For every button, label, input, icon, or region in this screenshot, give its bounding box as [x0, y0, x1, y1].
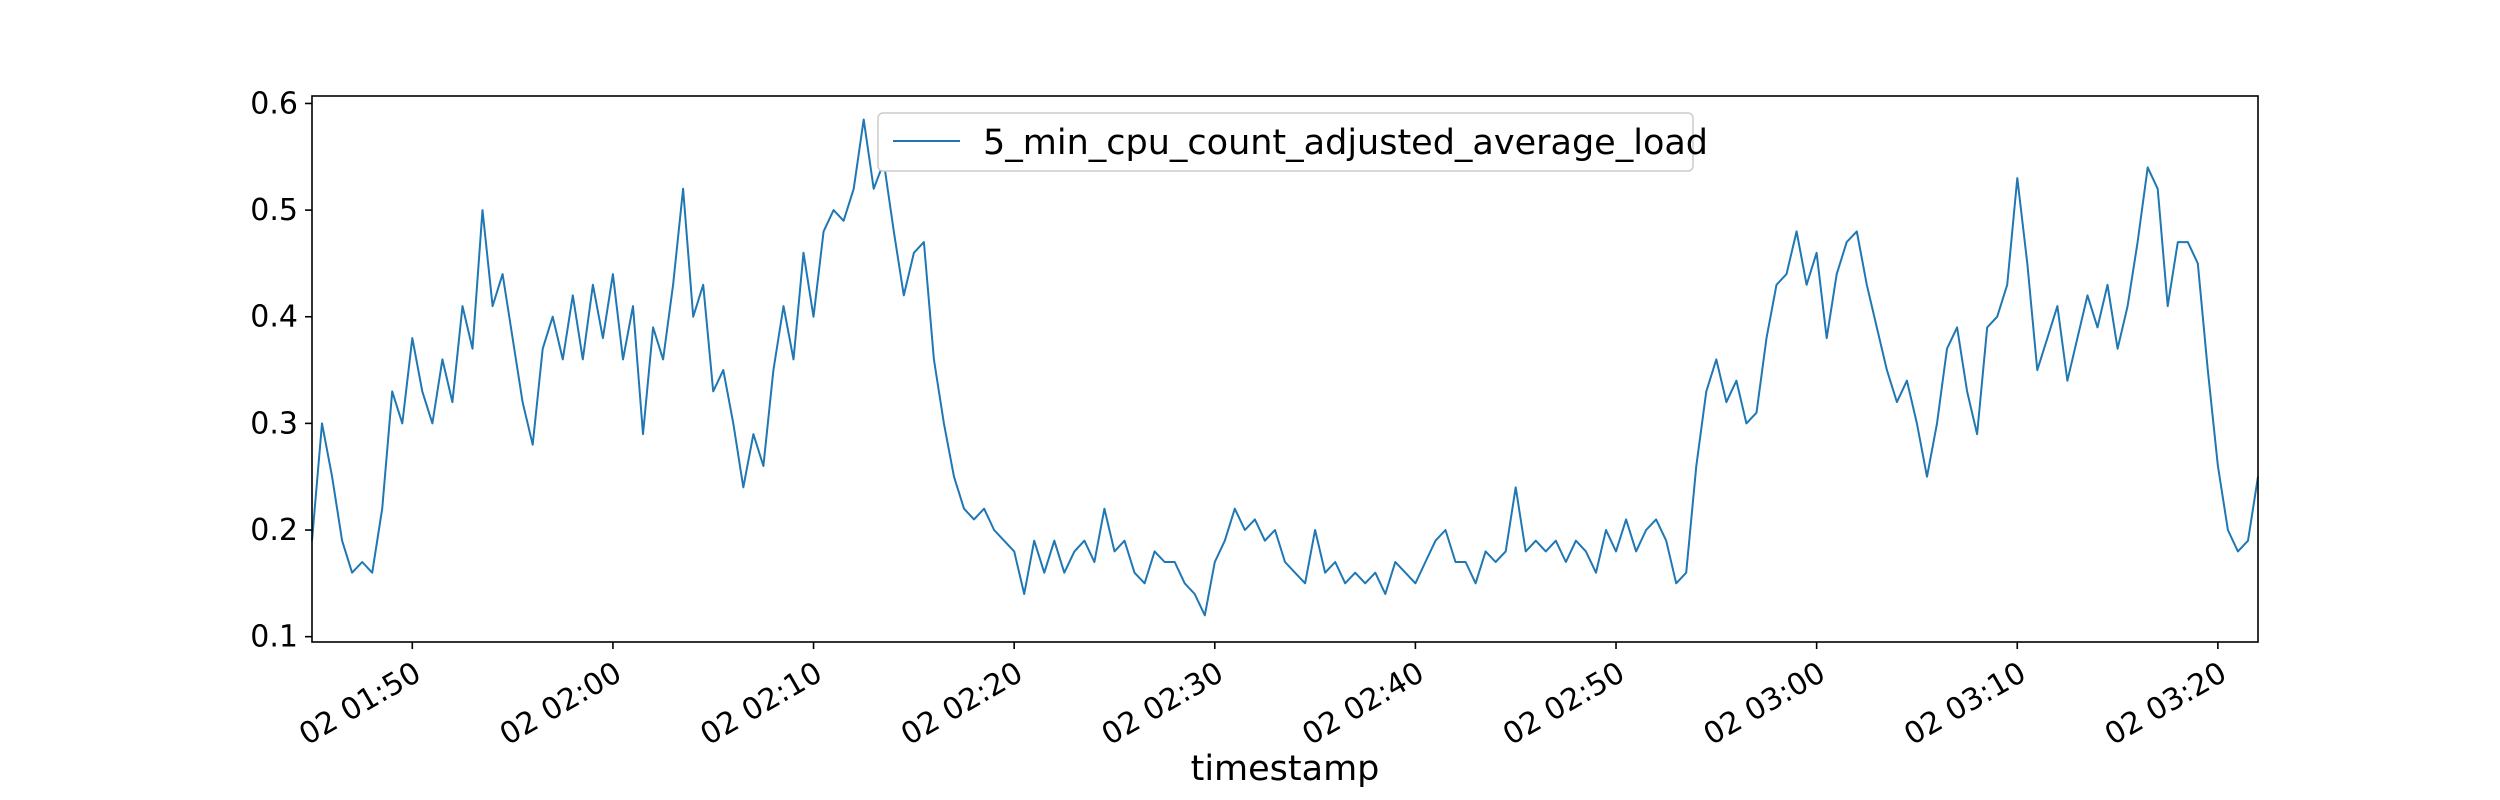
y-tick-label: 0.1: [250, 620, 298, 655]
series-line-0: [311, 118, 2259, 617]
legend-label: 5_min_cpu_count_adjusted_average_load: [983, 123, 1708, 163]
y-tick-label: 0.3: [250, 406, 298, 441]
y-tick-label: 0.6: [250, 86, 298, 121]
y-axis: 0.1 0.2 0.3 0.4 0.5 0.6: [250, 86, 312, 655]
legend-box: [877, 112, 1694, 172]
x-axis-title: timestamp: [1191, 749, 1380, 789]
series-group: [311, 118, 2259, 617]
y-tick-label: 0.2: [250, 513, 298, 548]
legend: 5_min_cpu_count_adjusted_average_load: [877, 112, 1708, 172]
plot-area-frame: [311, 95, 2259, 643]
y-tick-label: 0.4: [250, 300, 298, 335]
y-tick-label: 0.5: [250, 193, 298, 228]
